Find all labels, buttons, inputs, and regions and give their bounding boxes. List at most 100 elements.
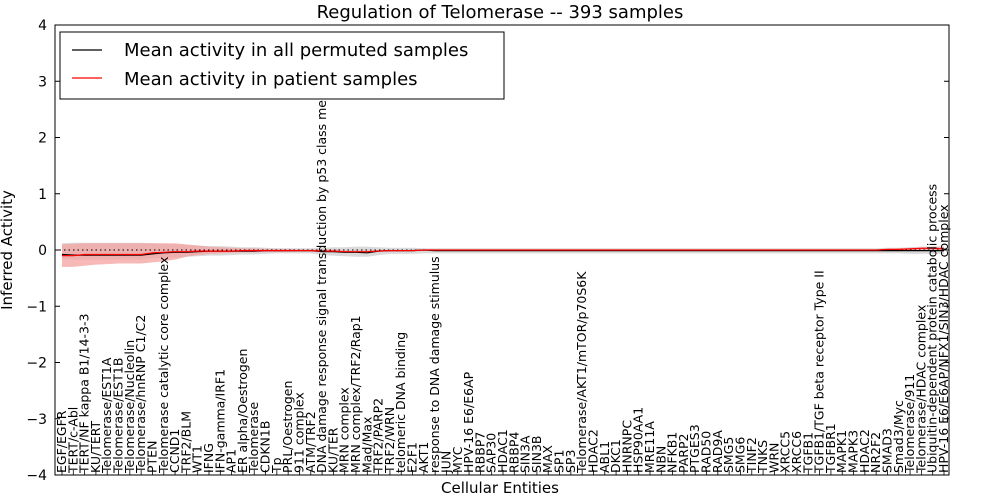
x-tick-label: Telomerase/EST1B	[111, 358, 126, 474]
y-tick-label: 1	[38, 187, 47, 203]
series-line-patient	[62, 247, 945, 257]
x-tick-label: TGFB1/TGF beta receptor Type II	[812, 270, 827, 474]
patient-band	[62, 243, 944, 267]
x-tick-label: KU/TERT	[88, 420, 103, 473]
legend: Mean activity in all permuted samples Me…	[59, 31, 505, 100]
x-tick-label: TRF2/BLM	[178, 411, 193, 474]
x-tick-label: NBN	[653, 446, 668, 473]
x-tick-label: HNRNPC	[619, 420, 634, 473]
x-tick-label: HDAC2	[857, 429, 872, 473]
x-tick-label: PTEN	[145, 441, 160, 473]
x-tick-label: RAD50	[699, 431, 714, 473]
x-tick-label: TERT/c-Abl	[65, 407, 80, 474]
x-tick-label: Telomerase/EST1A	[99, 357, 114, 474]
x-tick-label: PRL/Oestrogen	[280, 381, 295, 473]
x-tick-label: MYC	[450, 446, 465, 473]
x-tick-label: KU/TER	[325, 427, 340, 473]
x-tick-label: SIN3B	[529, 436, 544, 474]
x-tick-label: DKC1	[608, 439, 623, 473]
x-tick-label: MAPK3	[846, 430, 861, 473]
x-tick-label: Telomerase/AKT1/mTOR/p70S6K	[574, 271, 589, 474]
x-tick-label: TGFBR1	[823, 423, 838, 474]
x-tick-label: PTGES3	[687, 424, 702, 473]
x-tick-label: JUN	[439, 451, 454, 474]
x-tick-label: MRE11A	[642, 421, 657, 473]
y-tick-label: 3	[38, 74, 47, 90]
x-tick-label: telomeric DNA binding	[393, 332, 408, 473]
x-tick-label: Telomerase catalytic core complex	[156, 257, 171, 474]
x-tick-label: IFNG	[201, 443, 216, 473]
x-tick-label: HPV-16 E6/E6AP/NFX1/SIN3/HDAC complex	[936, 204, 951, 473]
x-tick-label: AKT1	[416, 442, 431, 473]
y-tick-label: −4	[26, 468, 47, 484]
x-tick-label: ER alpha/Oestrogen	[235, 349, 250, 473]
x-tick-label: CCND1	[167, 429, 182, 473]
x-tick-label: CDKN1B	[258, 421, 273, 473]
legend-label-patient: Mean activity in patient samples	[124, 69, 418, 90]
y-axis-label: Inferred Activity	[0, 190, 16, 310]
x-tick-label: response to DNA damage stimulus	[427, 256, 442, 473]
x-tick-label: RAD9A	[710, 430, 725, 473]
x-tick-label: TERT/NF kappa B1/14-3-3	[77, 314, 92, 474]
x-tick-label: Mad/Max	[359, 417, 374, 473]
x-tick-label: XRCC6	[789, 431, 804, 473]
x-tick-label: MRN complex	[337, 387, 352, 473]
x-tick-label: SP3	[563, 450, 578, 473]
x-tick-label: MAX	[540, 445, 555, 473]
x-ticks-layer	[61, 470, 945, 475]
x-tick-label: TRF2/WRN	[382, 407, 397, 474]
x-tick-label: SP1	[552, 450, 567, 473]
x-tick-label: SMAD3	[880, 428, 895, 473]
y-tick-label: −2	[26, 356, 47, 372]
x-tick-label: HPV-16 E6/E6AP	[461, 371, 476, 473]
x-tick-label: HSP90AA1	[631, 407, 646, 473]
legend-box	[59, 31, 505, 100]
x-tick-label: ABL1	[597, 441, 612, 473]
y-tick-label: 2	[38, 131, 47, 147]
x-tick-label: Telomerase/911	[902, 374, 917, 474]
x-tick-label: RBBP7	[472, 432, 487, 473]
x-tick-label: TRF2/PARP2	[371, 398, 386, 474]
x-tick-label: Smad3/Myc	[891, 400, 906, 473]
x-tick-label: TGFB1	[800, 432, 815, 474]
x-tick-label: Telomerase	[246, 401, 261, 474]
chart-title: Regulation of Telomerase -- 393 samples	[317, 2, 684, 23]
legend-label-permuted: Mean activity in all permuted samples	[124, 40, 468, 61]
x-tick-label: TNKS	[755, 440, 770, 474]
series-layer	[61, 247, 945, 257]
y-ticks-layer: 4 3 2 1 0 −1 −2 −3 −4	[26, 18, 949, 484]
x-tick-label: HDAC2	[586, 429, 601, 473]
x-tick-label: Telomerase/HDAC complex	[913, 305, 928, 474]
x-tick-label: TINF2	[744, 437, 759, 474]
x-axis-label: Cellular Entities	[441, 479, 559, 497]
x-tick-label: EGF/EGFR	[54, 410, 69, 473]
x-tick-label: Telomerase/hnRNP C1/C2	[133, 315, 148, 474]
x-tick-label: NR2F2	[868, 432, 883, 473]
x-tick-label: MRN complex/TRF2/Rap1	[348, 315, 363, 473]
x-tick-label: Tp	[269, 457, 284, 474]
x-tick-label: E2F1	[405, 442, 420, 473]
x-tick-label: NFKB1	[665, 432, 680, 473]
x-tick-label: WT1	[190, 445, 205, 473]
x-tick-label: SMG5	[721, 437, 736, 473]
x-tick-label: WRN	[766, 443, 781, 473]
x-tick-label: PARP2	[676, 434, 691, 473]
x-tick-label: HDAC1	[495, 429, 510, 473]
y-tick-label: −1	[26, 299, 47, 315]
x-tick-label: SAP30	[484, 433, 499, 473]
y-tick-label: 0	[38, 243, 47, 259]
x-tick-label: DNA damage response signal transduction …	[314, 62, 329, 473]
x-tick-label: MAPK1	[834, 430, 849, 473]
x-tick-label: IFN-gamma/IRF1	[212, 369, 227, 473]
x-tick-label: Ubiquitin-dependent protein catabolic pr…	[925, 184, 940, 473]
x-tick-label: SMG6	[733, 437, 748, 473]
x-tick-label: Telomerase/Nucleolin	[122, 340, 137, 474]
x-tick-label: 911 complex	[292, 392, 307, 473]
x-tick-label: AP1	[224, 449, 239, 473]
x-tick-label: XRCC5	[778, 431, 793, 473]
x-tick-label: SIN3A	[518, 435, 533, 473]
x-tick-label: RBBP4	[506, 432, 521, 473]
